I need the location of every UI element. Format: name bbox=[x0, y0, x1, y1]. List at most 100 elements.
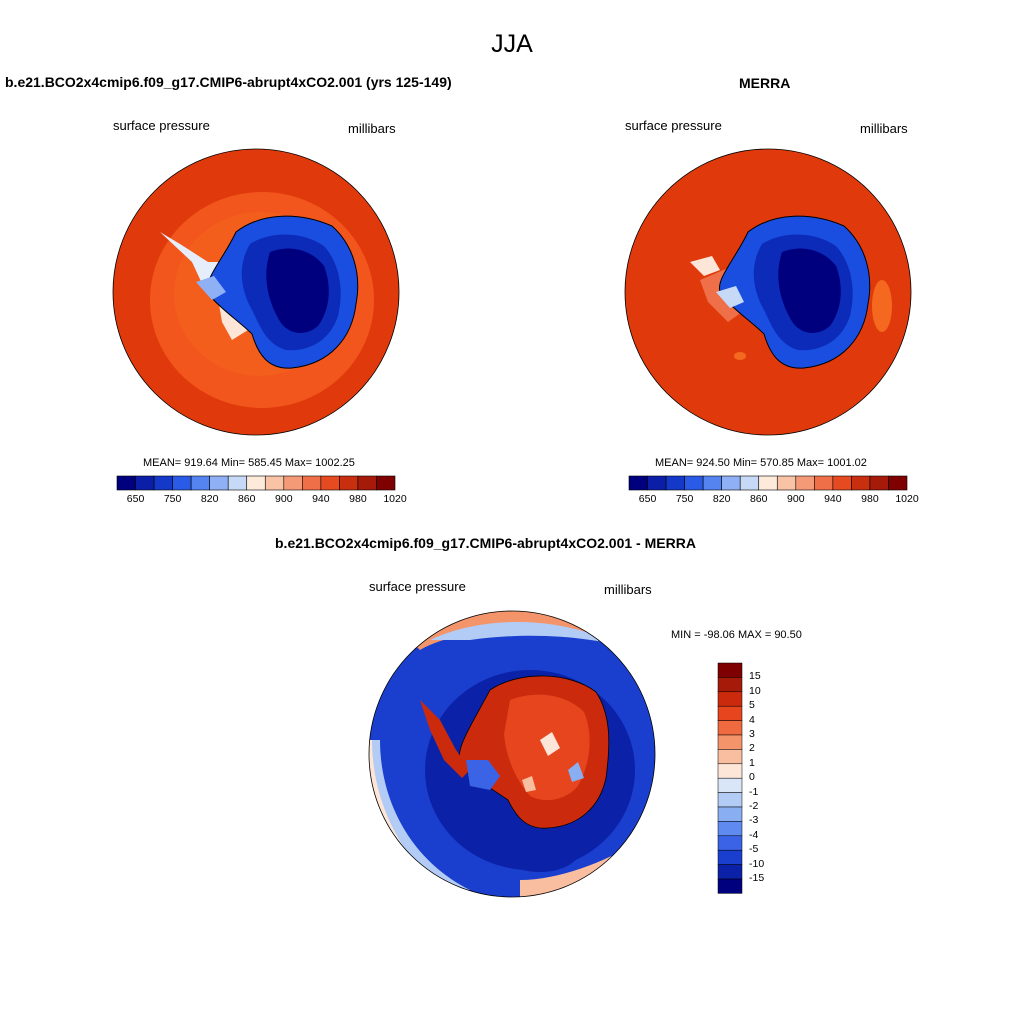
panel1-colorbar-tick-label: 980 bbox=[349, 493, 367, 505]
panel3-colorbar-swatch bbox=[717, 749, 743, 765]
panel2-colorbar-tick-label: 940 bbox=[824, 493, 842, 505]
panel3-colorbar-swatch bbox=[717, 734, 743, 750]
panel2-colorbar-tick-label: 860 bbox=[749, 493, 768, 505]
panel1-colorbar-swatch bbox=[320, 475, 340, 491]
panel1-colorbar-swatch bbox=[135, 475, 155, 491]
panel3-colorbar-swatch bbox=[717, 705, 743, 721]
panel3-colorbar-swatch bbox=[717, 777, 743, 793]
panel1-colorbar-swatch bbox=[116, 475, 136, 491]
panel3-colorbar-tick-label: 0 bbox=[749, 771, 755, 784]
panel3-colorbar-swatch bbox=[717, 806, 743, 822]
panel2-colorbar-swatch bbox=[832, 475, 852, 491]
panel2-colorbar-swatch bbox=[776, 475, 797, 491]
panel2-colorbar-tick-label: 1020 bbox=[895, 493, 919, 505]
panel2-colorbar-swatch bbox=[647, 475, 667, 491]
panel1-map-border bbox=[112, 148, 400, 436]
panel3-colorbar-tick-label: 2 bbox=[749, 742, 755, 755]
panel2-colorbar-tick-label: 900 bbox=[787, 493, 805, 505]
panel3-colorbar-tick-label: -10 bbox=[749, 857, 765, 870]
panel2-colorbar-swatch bbox=[888, 475, 908, 491]
panel2-variable-label: surface pressure bbox=[625, 118, 722, 133]
panel2-colorbar-tick-label: 650 bbox=[638, 493, 657, 505]
panel1-colorbar-swatch bbox=[246, 475, 266, 491]
panel3-colorbar bbox=[717, 662, 743, 894]
panel3-colorbar-swatch bbox=[717, 720, 743, 736]
panel3-colorbar-swatch bbox=[717, 849, 743, 865]
panel2-colorbar-swatch bbox=[758, 475, 778, 491]
panel3-colorbar-swatch bbox=[717, 864, 743, 880]
panel1-colorbar-swatch bbox=[283, 475, 303, 491]
panel3-map bbox=[369, 611, 655, 897]
panel1-colorbar-swatch bbox=[172, 475, 192, 491]
panel2-colorbar-swatch bbox=[851, 475, 871, 491]
panel2-stats: MEAN= 924.50 Min= 570.85 Max= 1001.02 bbox=[655, 457, 867, 469]
panel3-colorbar-tick-label: 3 bbox=[749, 728, 755, 740]
panel3-colorbar-swatch bbox=[717, 821, 743, 837]
panel2-colorbar bbox=[628, 475, 908, 491]
panel3-colorbar-swatch bbox=[717, 835, 743, 851]
panel2-map bbox=[625, 149, 911, 435]
panel1-colorbar bbox=[116, 475, 396, 491]
panel3-stats: MIN = -98.06 MAX = 90.50 bbox=[671, 629, 802, 641]
panel2-colorbar-swatch bbox=[684, 475, 704, 491]
panel2-colorbar-swatch bbox=[721, 475, 741, 491]
panel2-colorbar-tick-label: 980 bbox=[861, 493, 879, 505]
panel3-map-border bbox=[368, 610, 656, 898]
panel1-colorbar-swatch bbox=[227, 475, 248, 491]
panel1-colorbar-swatch bbox=[264, 475, 285, 491]
panel1-colorbar-swatch bbox=[376, 475, 396, 491]
panel2-colorbar-swatch bbox=[739, 475, 760, 491]
panel1-colorbar-tick-label: 1020 bbox=[383, 493, 407, 505]
panel3-colorbar-tick-label: -15 bbox=[749, 872, 765, 884]
panel1-colorbar-tick-label: 860 bbox=[237, 493, 256, 505]
panel3-colorbar-swatch bbox=[717, 763, 743, 779]
panel2-colorbar-swatch bbox=[702, 475, 722, 491]
panel3-colorbar-swatch bbox=[717, 878, 743, 894]
panel2-map-border bbox=[624, 148, 912, 436]
panel3-colorbar-tick-label: 4 bbox=[749, 713, 755, 726]
panel1-colorbar-swatch bbox=[190, 475, 210, 491]
panel1-colorbar-tick-label: 650 bbox=[126, 493, 145, 505]
panel1-colorbar-swatch bbox=[209, 475, 229, 491]
panel3-colorbar-tick-label: -5 bbox=[749, 843, 759, 856]
panel3-colorbar-tick-label: 10 bbox=[749, 684, 761, 697]
panel3-units-label: millibars bbox=[604, 582, 652, 597]
panel3-colorbar-tick-label: -2 bbox=[749, 800, 759, 812]
panel1-colorbar-tick-label: 940 bbox=[312, 493, 330, 505]
panel2-colorbar-swatch bbox=[628, 475, 648, 491]
panel1-units-label: millibars bbox=[348, 121, 396, 136]
panel2-title: MERRA bbox=[739, 75, 791, 91]
panel3-colorbar-swatch bbox=[717, 677, 743, 693]
panel1-colorbar-tick-label: 900 bbox=[275, 493, 293, 505]
panel3-colorbar-tick-label: -3 bbox=[749, 814, 759, 827]
panel1-colorbar-swatch bbox=[302, 475, 322, 491]
panel3-colorbar-swatch bbox=[717, 691, 743, 707]
panel3-colorbar-tick-label: -4 bbox=[749, 828, 759, 841]
panel3-colorbar-swatch bbox=[717, 662, 743, 678]
panel1-stats: MEAN= 919.64 Min= 585.45 Max= 1002.25 bbox=[143, 457, 355, 469]
panel3-colorbar-tick-label: 5 bbox=[749, 699, 755, 712]
panel1-colorbar-swatch bbox=[339, 475, 359, 491]
panel1-map bbox=[113, 149, 399, 435]
panel1-title: b.e21.BCO2x4cmip6.f09_g17.CMIP6-abrupt4x… bbox=[5, 74, 452, 90]
panel3-colorbar-tick-label: 15 bbox=[749, 670, 761, 683]
panel1-colorbar-swatch bbox=[153, 475, 173, 491]
panel3-title: b.e21.BCO2x4cmip6.f09_g17.CMIP6-abrupt4x… bbox=[275, 535, 696, 551]
panel1-colorbar-tick-label: 750 bbox=[163, 493, 182, 505]
panel2-colorbar-swatch bbox=[869, 475, 889, 491]
panel1-colorbar-tick-label: 820 bbox=[200, 493, 219, 505]
panel2-colorbar-tick-label: 750 bbox=[675, 493, 694, 505]
main-title: JJA bbox=[491, 30, 533, 58]
panel1-variable-label: surface pressure bbox=[113, 118, 210, 133]
panel3-variable-label: surface pressure bbox=[369, 579, 466, 594]
panel2-colorbar-swatch bbox=[814, 475, 834, 491]
panel2-colorbar-swatch bbox=[665, 475, 685, 491]
panel2-colorbar-tick-label: 820 bbox=[712, 493, 731, 505]
panel3-colorbar-tick-label: 1 bbox=[749, 756, 755, 769]
panel1-colorbar-swatch bbox=[357, 475, 377, 491]
panel2-units-label: millibars bbox=[860, 121, 908, 136]
panel3-colorbar-tick-label: -1 bbox=[749, 785, 759, 798]
panel2-colorbar-swatch bbox=[795, 475, 815, 491]
panel3-colorbar-swatch bbox=[717, 792, 743, 808]
